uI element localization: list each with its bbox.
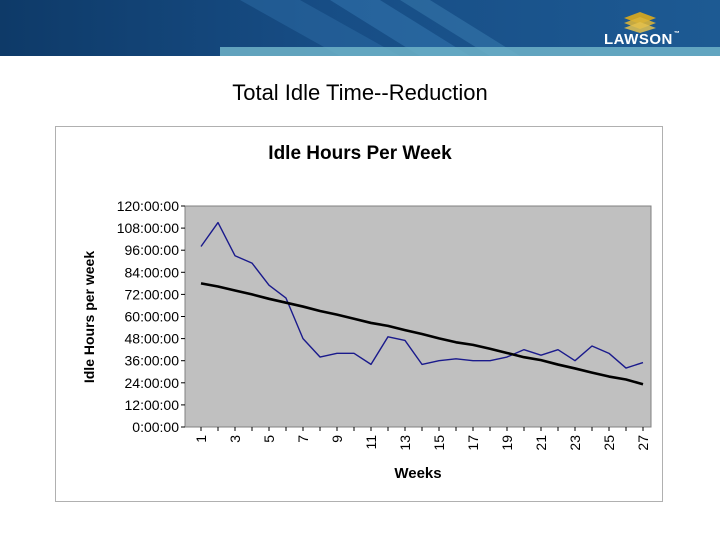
x-tick-label: 1	[193, 435, 209, 443]
lawson-logo-icon	[624, 12, 656, 33]
banner-accent-stripe	[220, 47, 720, 56]
y-tick-label: 24:00:00	[125, 375, 180, 391]
y-tick-label: 12:00:00	[125, 397, 180, 413]
x-tick-label: 17	[465, 435, 481, 451]
idle-hours-chart: Idle Hours Per Week 0:00:00 12:00:00 24:00:…	[81, 143, 652, 482]
x-tick-label: 23	[567, 435, 583, 451]
y-tick-label: 48:00:00	[125, 331, 180, 347]
x-tick-label: 15	[431, 435, 447, 451]
y-tick-label: 96:00:00	[125, 242, 180, 258]
x-tick-label: 27	[635, 435, 651, 451]
x-tick-label: 25	[601, 435, 617, 451]
x-tick-label: 13	[397, 435, 413, 451]
banner-stripe	[400, 0, 520, 56]
plot-area	[184, 205, 652, 428]
banner-stripe	[240, 0, 400, 56]
y-tick-label: 0:00:00	[132, 419, 179, 435]
logo-trademark: ™	[673, 31, 681, 37]
x-tick-label: 11	[363, 435, 379, 450]
x-tick-label: 9	[329, 435, 345, 443]
logo-wordmark: LAWSON	[604, 31, 673, 48]
y-axis-label: Idle Hours per week	[81, 251, 97, 383]
chart-title: Idle Hours Per Week	[268, 143, 452, 164]
y-tick-label: 72:00:00	[125, 286, 180, 302]
lawson-logo-text: LAWSON™	[604, 31, 680, 48]
series-line-idle-hours	[200, 221, 644, 369]
x-tick-label: 3	[227, 435, 243, 443]
banner-stripe	[330, 0, 470, 56]
x-axis-label: Weeks	[394, 465, 441, 482]
y-tick-label: 84:00:00	[125, 264, 180, 280]
x-tick-label: 21	[533, 435, 549, 451]
x-tick-label: 7	[295, 435, 311, 443]
header-banner: LAWSON™	[0, 0, 720, 56]
y-tick-label: 120:00:00	[117, 198, 179, 214]
x-tick-label: 5	[261, 435, 277, 443]
slide-title: Total Idle Time--Reduction	[232, 80, 488, 105]
x-tick-label: 19	[499, 435, 515, 451]
y-tick-label: 36:00:00	[125, 353, 180, 369]
chart-frame: Idle Hours Per Week 0:00:00 12:00:00 24:00:…	[55, 126, 663, 502]
y-tick-label: 60:00:00	[125, 309, 180, 325]
banner-decoration	[220, 0, 720, 56]
y-tick-label: 108:00:00	[117, 220, 179, 236]
series-line-trend	[200, 282, 644, 386]
